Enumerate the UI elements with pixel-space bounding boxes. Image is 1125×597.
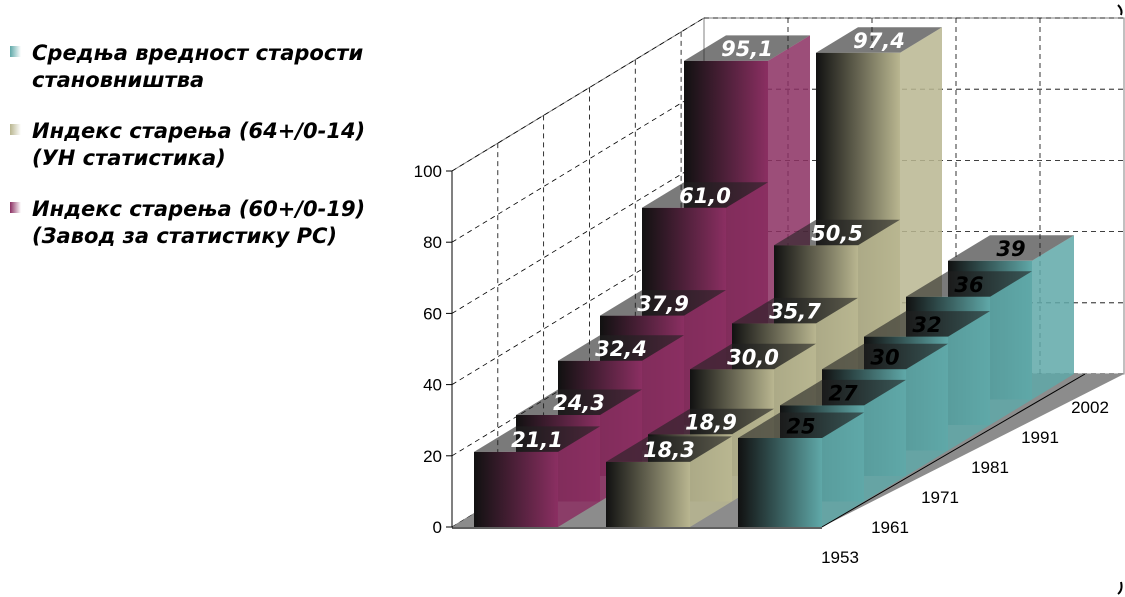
- data-label-1-4: 50,5: [811, 221, 863, 245]
- data-label-2-2: 32,4: [595, 337, 647, 361]
- bar-side-1-0: [690, 436, 732, 527]
- data-label-0-3: 32: [912, 313, 941, 337]
- data-label-1-0: 18,3: [643, 438, 695, 462]
- bar-top-2-0: [474, 426, 600, 452]
- corner-mark-top: [1117, 4, 1123, 16]
- depth-tick-label-1971: 1971: [921, 488, 959, 507]
- y-tick-label-100: 100: [414, 162, 442, 181]
- chart-series-ribbons: [474, 27, 1074, 527]
- data-label-2-4: 61,0: [679, 184, 731, 208]
- gridline-left: [451, 88, 705, 243]
- bar-top-0-4: [906, 271, 1032, 297]
- bar-top-1-3: [732, 297, 858, 324]
- data-label-0-4: 36: [954, 273, 983, 297]
- depth-tick-label-1953: 1953: [821, 548, 859, 567]
- bar-side-0-0: [822, 412, 864, 527]
- depth-tick-label-1981: 1981: [971, 458, 1009, 477]
- bar-front-1-0: [606, 461, 690, 527]
- legend-item-mean-age: Средња вредност старости становништва: [10, 40, 390, 94]
- bar-top-2-1: [516, 389, 642, 415]
- bar-front-2-0: [474, 451, 558, 527]
- legend-swatch-rs-index: [10, 202, 21, 213]
- data-label-2-5: 95,1: [721, 37, 773, 61]
- y-tick-label-40: 40: [423, 376, 442, 395]
- data-label-2-3: 37,9: [637, 292, 689, 316]
- y-tick-label-80: 80: [423, 233, 442, 252]
- bar-top-0-0: [738, 412, 864, 438]
- bar-top-2-3: [600, 290, 726, 316]
- depth-tick-label-1991: 1991: [1021, 428, 1059, 447]
- bar-top-2-4: [642, 182, 768, 208]
- data-label-0-1: 27: [828, 382, 858, 406]
- y-tick-label-20: 20: [423, 447, 442, 466]
- data-label-1-5: 97,4: [853, 29, 905, 53]
- y-tick-label-0: 0: [433, 518, 442, 537]
- legend-swatch-un-index: [10, 124, 21, 135]
- chart-data-labels: 95,1 61,0 37,9 32,4 24,3 21,1 97,4 50,5 35,7 30,0…: [511, 29, 1026, 462]
- bar-top-1-2: [690, 343, 816, 370]
- bar-top-0-1: [780, 379, 906, 406]
- bar-side-2-0: [558, 426, 600, 527]
- chart-legend: Средња вредност старости становништва Ин…: [10, 40, 390, 274]
- legend-swatch-mean-age: [10, 46, 21, 57]
- bar-top-0-2: [822, 343, 948, 370]
- data-label-2-0: 21,1: [511, 428, 563, 452]
- legend-label-rs-index: Индекс старења (60+/0-19) (Завод за стат…: [32, 197, 366, 248]
- bar-top-2-5: [684, 35, 810, 61]
- data-label-2-1: 24,3: [553, 391, 605, 415]
- corner-mark-bottom: [1117, 581, 1123, 595]
- bar-front-0-0: [738, 438, 822, 527]
- legend-item-un-index: Индекс старења (64+/0-14) (УН статистика…: [10, 118, 390, 172]
- legend-label-mean-age: Средња вредност старости становништва: [32, 41, 364, 92]
- data-label-1-1: 18,9: [685, 410, 737, 434]
- y-tick-label-60: 60: [423, 304, 442, 323]
- gridline-left: [451, 17, 705, 172]
- depth-tick-label-2002: 2002: [1071, 398, 1109, 417]
- bar-top-1-4: [774, 219, 900, 246]
- bar-side-0-1: [864, 379, 906, 502]
- bar-side-0-4: [990, 271, 1032, 425]
- legend-item-rs-index: Индекс старења (60+/0-19) (Завод за стат…: [10, 196, 390, 250]
- bar-side-0-2: [906, 343, 948, 476]
- depth-axis-line: [821, 373, 1086, 528]
- legend-label-un-index: Индекс старења (64+/0-14) (УН статистика…: [32, 119, 366, 170]
- data-label-0-5: 39: [996, 237, 1025, 261]
- bar-top-1-1: [648, 408, 774, 435]
- depth-tick-label-1961: 1961: [871, 518, 909, 537]
- gridline-left: [451, 160, 705, 314]
- bar-side-0-5: [1032, 235, 1074, 400]
- bar-top-0-3: [864, 311, 990, 337]
- bar-top-0-5: [948, 235, 1074, 261]
- bar-top-2-2: [558, 335, 684, 361]
- data-label-0-0: 25: [786, 414, 815, 438]
- bar-side-0-3: [948, 311, 990, 451]
- bar-top-1-0: [606, 436, 732, 462]
- data-label-1-2: 30,0: [727, 345, 779, 369]
- data-label-0-2: 30: [870, 345, 899, 369]
- chart-axis-ticks: 0 20 40 60 80 100 1953 1961 1971 1981 1991 2002: [414, 162, 1109, 567]
- data-label-1-3: 35,7: [769, 300, 821, 324]
- bar-top-1-5: [816, 27, 942, 53]
